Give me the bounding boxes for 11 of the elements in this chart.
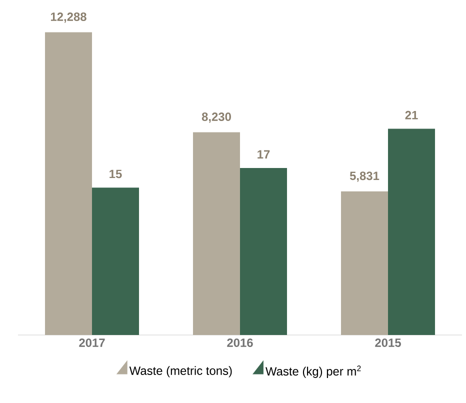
x-tick-label: 2017 <box>79 338 105 347</box>
legend-label: Waste (kg) per m$^{2}$ <box>266 366 361 378</box>
data-label: 17 <box>258 150 270 159</box>
data-label: 12,288 <box>50 12 86 23</box>
x-tick-label: 2015 <box>375 338 401 347</box>
data-label: 21 <box>405 110 418 120</box>
data-label: 5,831 <box>350 172 380 182</box>
legend-label: Waste (metric tons) <box>129 366 232 378</box>
data-label: 8,230 <box>202 112 231 123</box>
x-tick-label: 2016 <box>227 338 253 347</box>
data-label: 15 <box>110 170 122 178</box>
